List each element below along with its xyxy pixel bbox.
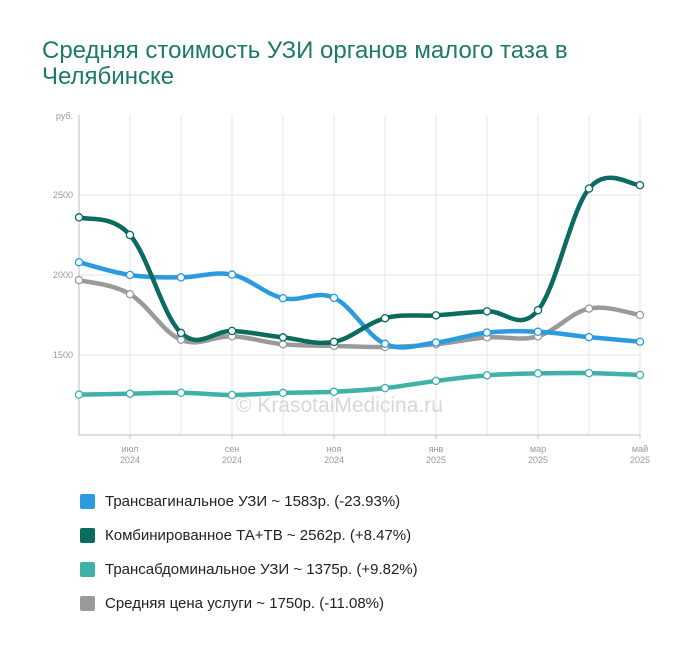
data-point (176, 273, 186, 282)
legend-item: Комбинированное ТА+ТВ ~ 2562р. (+8.47%) (80, 518, 418, 552)
legend: Трансвагинальное УЗИ ~ 1583р. (-23.93%) К… (80, 484, 418, 620)
data-point (329, 293, 339, 303)
data-point (74, 257, 84, 267)
legend-label: Трансвагинальное УЗИ ~ 1583р. (-23.93%) (105, 492, 401, 510)
data-point (635, 180, 645, 190)
legend-swatch (80, 493, 95, 509)
legend-item: Трансабдоминальное УЗИ ~ 1375р. (+9.82%) (80, 552, 418, 586)
data-point (380, 313, 390, 323)
points-group (74, 180, 645, 400)
data-point (635, 337, 645, 346)
data-point (227, 326, 237, 336)
series-line (76, 370, 643, 398)
data-point (584, 304, 594, 313)
legend-swatch (80, 527, 95, 543)
legend-label: Комбинированное ТА+ТВ ~ 2562р. (+8.47%) (105, 526, 412, 544)
x-tick-label-month: июл (122, 444, 139, 454)
data-point (176, 328, 186, 338)
x-tick-label-month: май (632, 444, 648, 454)
data-point (278, 293, 288, 303)
y-tick-label: 1500 (53, 350, 73, 360)
data-point (125, 389, 135, 398)
data-point (380, 383, 390, 393)
x-tick-label-year: 2025 (426, 455, 446, 465)
data-point (431, 376, 441, 386)
data-point (176, 388, 186, 398)
series-line (76, 277, 643, 350)
legend-item: Трансвагинальное УЗИ ~ 1583р. (-23.93%) (80, 484, 418, 518)
data-point (176, 335, 186, 345)
data-point (227, 390, 237, 400)
data-point (431, 311, 441, 320)
data-point (329, 387, 339, 397)
data-point (74, 213, 84, 222)
data-point (635, 310, 645, 320)
x-tick-label-month: ноя (327, 444, 342, 454)
data-point (74, 275, 84, 285)
x-tick-label-month: янв (429, 444, 444, 454)
watermark: © KrasotaiMedicina.ru (236, 394, 443, 417)
data-point (635, 370, 645, 380)
data-point (533, 369, 543, 378)
data-point (329, 337, 339, 347)
x-tick-label-month: мар (530, 444, 546, 454)
y-axis-unit-label: руб. (56, 111, 73, 121)
y-tick-label: 2000 (53, 270, 73, 280)
data-point (278, 333, 288, 342)
data-point (482, 371, 492, 380)
data-point (533, 305, 543, 315)
data-point (74, 390, 84, 399)
x-tick-label-year: 2024 (222, 455, 242, 465)
data-point (584, 368, 594, 378)
legend-label: Трансабдоминальное УЗИ ~ 1375р. (+9.82%) (105, 560, 418, 578)
legend-label: Средняя цена услуги ~ 1750р. (-11.08%) (105, 594, 385, 612)
data-point (125, 289, 135, 299)
series-line (76, 175, 643, 346)
y-tick-label: 2500 (53, 190, 73, 200)
data-point (125, 230, 135, 240)
data-point (380, 339, 390, 349)
data-point (533, 327, 543, 337)
legend-swatch (80, 595, 95, 611)
data-point (584, 184, 594, 193)
x-tick-label-year: 2025 (630, 455, 650, 465)
legend-item: Средняя цена услуги ~ 1750р. (-11.08%) (80, 586, 418, 620)
data-point (482, 307, 492, 316)
data-point (482, 328, 492, 337)
data-point (431, 338, 441, 347)
data-point (278, 340, 288, 349)
data-point (584, 332, 594, 342)
data-point (278, 388, 288, 398)
axes: 150020002500руб.июл2024сен2024ноя2024янв… (53, 111, 650, 465)
x-tick-label-year: 2025 (528, 455, 548, 465)
x-tick-label-year: 2024 (120, 455, 140, 465)
x-tick-label-month: сен (225, 444, 240, 454)
line-chart: © KrasotaiMedicina.ru 1500 2000 2500 руб. ию… (53, 111, 650, 465)
data-point (227, 270, 237, 279)
series-group (76, 175, 643, 398)
x-tick-label-year: 2024 (324, 455, 344, 465)
chart-title: Средняя стоимость УЗИ органов малого таз… (42, 37, 568, 90)
legend-swatch (80, 561, 95, 577)
data-point (125, 270, 135, 280)
